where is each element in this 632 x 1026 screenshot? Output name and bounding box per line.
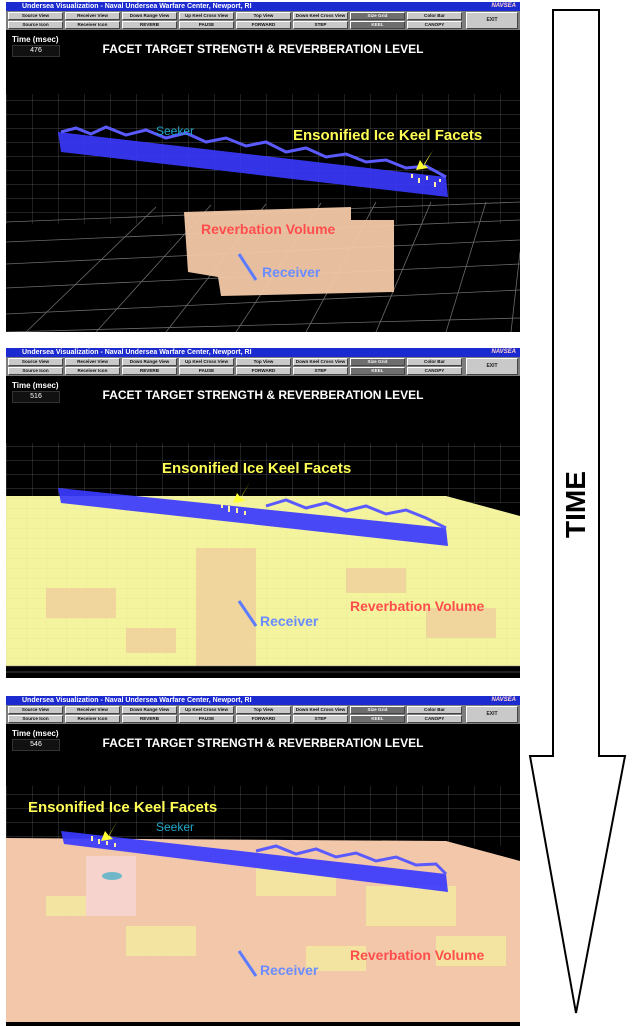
visualization-panel-1: Undersea Visualization - Naval Undersea …: [6, 2, 520, 332]
reverb-volume-label: Reverbation Volume: [350, 598, 484, 614]
reverb-volume-label: Reverbation Volume: [201, 221, 335, 237]
ice-bar-label: Seeker: [156, 124, 194, 138]
visualization-panel-2: Undersea Visualization - Naval Undersea …: [6, 348, 520, 678]
reverb-cell-highlight: [86, 856, 136, 916]
facets-label: Ensonified Ice Keel Facets: [162, 460, 351, 477]
receiver-label: Receiver: [260, 613, 318, 629]
visualization-panel-3: Undersea Visualization - Naval Undersea …: [6, 696, 520, 1026]
receiver-label: Receiver: [260, 962, 318, 978]
time-arrow-label: TIME: [556, 460, 596, 550]
receiver-label: Receiver: [262, 264, 320, 280]
3d-scene[interactable]: Seeker: [6, 2, 520, 332]
facets-label: Ensonified Ice Keel Facets: [293, 127, 482, 144]
ice-bar-label: Seeker: [156, 820, 194, 834]
floor-grid-edge: [6, 666, 520, 672]
facets-label: Ensonified Ice Keel Facets: [28, 799, 217, 816]
reverb-volume-label: Reverbation Volume: [350, 947, 484, 963]
source-marker: [102, 872, 122, 880]
